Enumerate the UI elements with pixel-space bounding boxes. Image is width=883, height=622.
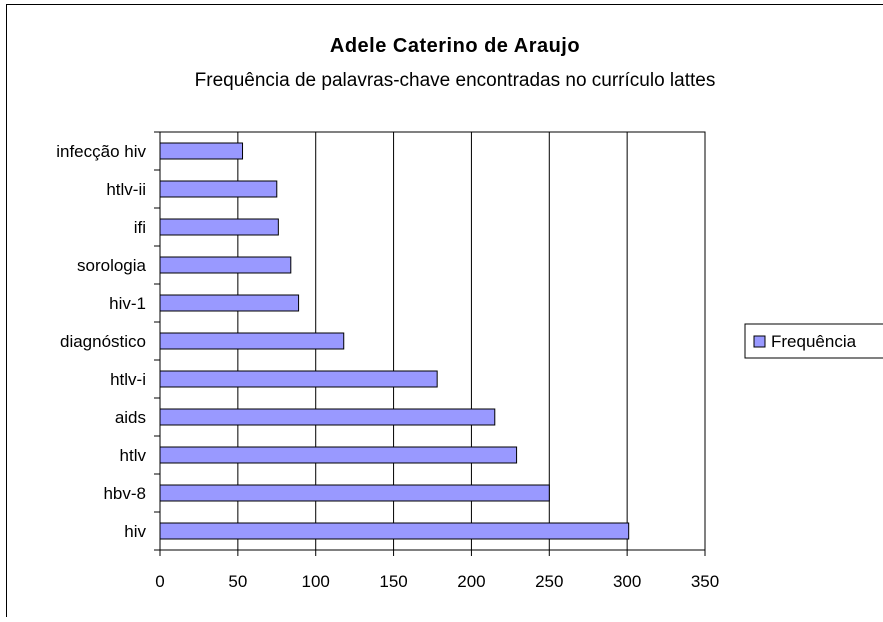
bar-htlv-ii [160,181,277,197]
bar-aids [160,409,495,425]
x-tick-label: 350 [691,572,719,591]
x-tick-label: 100 [302,572,330,591]
y-category-label: htlv [120,446,147,465]
legend: Frequência [745,324,883,358]
y-category-label: sorologia [77,256,147,275]
y-category-label: htlv-ii [106,180,146,199]
bar-hiv [160,523,629,539]
x-tick-label: 150 [379,572,407,591]
chart-title: Adele Caterino de Araujo [330,35,580,57]
bar-htlv-i [160,371,437,387]
chart-subtitle: Frequência de palavras-chave encontradas… [195,70,716,91]
y-category-label: htlv-i [110,370,146,389]
y-category-label: hbv-8 [103,484,146,503]
x-tick-label: 0 [155,572,164,591]
x-tick-label: 200 [457,572,485,591]
bar-hbv-8 [160,485,549,501]
y-category-label: diagnóstico [60,332,146,351]
x-tick-label: 250 [535,572,563,591]
x-tick-label: 50 [228,572,247,591]
bar-diagnóstico [160,333,344,349]
bar-ifi [160,219,278,235]
y-category-label: hiv-1 [109,294,146,313]
y-category-label: aids [115,408,146,427]
y-category-label: hiv [124,522,146,541]
x-tick-label: 300 [613,572,641,591]
legend-label: Frequência [771,332,857,351]
y-category-label: ifi [134,218,146,237]
bar-infecção-hiv [160,143,243,159]
legend-swatch [754,336,765,347]
bar-hiv-1 [160,295,299,311]
y-category-label: infecção hiv [56,142,146,161]
bar-htlv [160,447,517,463]
bar-sorologia [160,257,291,273]
